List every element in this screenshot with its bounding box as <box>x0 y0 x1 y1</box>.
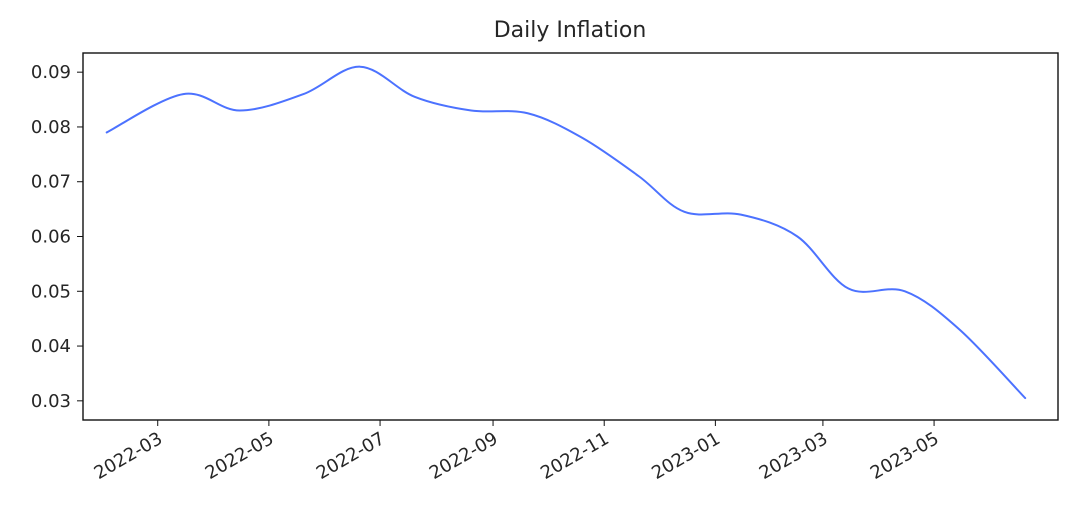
x-tick-label: 2023-03 <box>756 428 832 484</box>
y-tick-label: 0.06 <box>31 227 71 248</box>
series-line-0 <box>105 65 1027 400</box>
x-tick-label: 2023-05 <box>867 428 943 484</box>
y-tick-label: 0.08 <box>31 117 71 138</box>
chart-title: Daily Inflation <box>494 18 647 43</box>
y-tick-label: 0.03 <box>31 391 71 412</box>
y-tick-label: 0.07 <box>31 172 71 193</box>
y-tick-label: 0.05 <box>31 281 71 302</box>
y-tick-label: 0.09 <box>31 62 71 83</box>
y-axis: 0.03 0.04 0.05 0.06 0.07 0.08 0.09 <box>31 62 83 412</box>
x-axis: 2022-03 2022-05 2022-07 2022-09 2022-11 2023-… <box>91 420 943 484</box>
x-tick-label: 2023-01 <box>648 428 724 484</box>
x-tick-label: 2022-05 <box>202 428 278 484</box>
y-tick-label: 0.04 <box>31 336 71 357</box>
x-tick-label: 2022-07 <box>313 428 389 484</box>
x-tick-label: 2022-03 <box>91 428 167 484</box>
series-layer <box>105 65 1027 400</box>
x-tick-label: 2022-11 <box>537 428 613 484</box>
x-tick-label: 2022-09 <box>426 428 502 484</box>
